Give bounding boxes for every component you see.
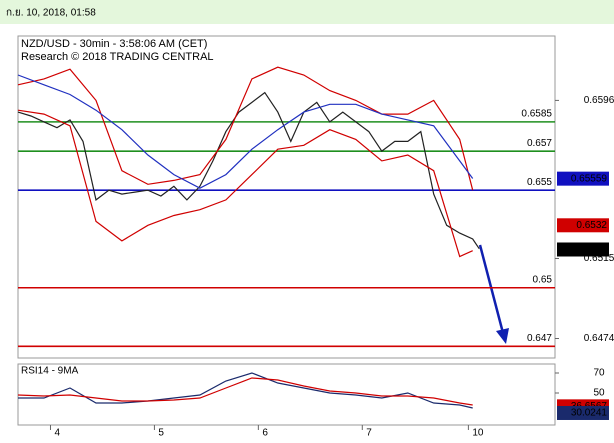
level-label: 0.647: [527, 333, 552, 344]
price-badge-label: 0.65196: [571, 244, 608, 255]
series-line: [18, 372, 473, 409]
price-badge-label: 0.6532: [576, 220, 607, 231]
price-panel: [17, 35, 556, 359]
price-badge: [557, 218, 609, 233]
level-label: 0.65: [533, 274, 553, 285]
y-tick-label: 0.6515: [584, 253, 614, 264]
x-tick-label: 4: [54, 428, 60, 439]
header-date: ก.ย. 10, 2018, 01:58: [6, 8, 96, 19]
series-line: [17, 91, 480, 250]
series-line: [17, 109, 473, 258]
x-tick-label: 7: [366, 428, 372, 439]
arrow-head: [496, 328, 509, 344]
level-label: 0.6585: [521, 109, 552, 120]
x-tick-label: 5: [158, 428, 164, 439]
series-line: [17, 66, 474, 191]
level-label: 0.655: [527, 177, 552, 188]
rsi-title: RSI14 - 9MA: [21, 366, 79, 377]
price-badge: [557, 405, 609, 420]
y-tick-label: 0.6474: [584, 333, 614, 344]
y-tick-label: 0.6596: [584, 95, 614, 106]
series-line: [17, 377, 473, 406]
level-label: 0.657: [527, 138, 552, 149]
chart-title: NZD/USD - 30min - 3:58:06 AM (CET): [21, 38, 207, 50]
header-bar: [0, 0, 614, 24]
forecast-arrow: [478, 244, 505, 334]
y-tick-label: 70: [593, 368, 605, 379]
price-badge: [557, 171, 609, 186]
x-tick-label: 10: [472, 428, 484, 439]
price-badge-label: 30.0241: [571, 408, 608, 419]
series-line: [17, 74, 474, 189]
chart-subtitle: Research © 2018 TRADING CENTRAL: [21, 51, 214, 63]
y-tick-label: 50: [593, 388, 605, 399]
price-badge-label: 0.65559: [571, 173, 608, 184]
price-badge: [557, 242, 609, 257]
x-tick-label: 6: [262, 428, 268, 439]
rsi-panel: [17, 363, 556, 426]
